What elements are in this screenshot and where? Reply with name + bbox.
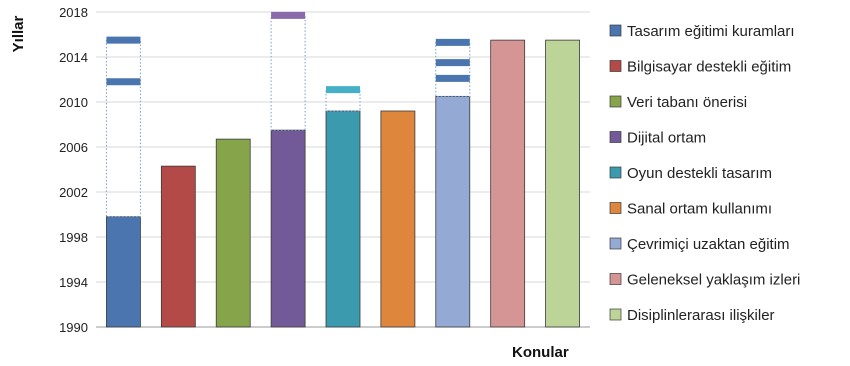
- year-marker: [271, 11, 306, 19]
- y-tick-label: 2018: [59, 5, 88, 20]
- bars: [105, 11, 580, 328]
- bar: [490, 39, 526, 328]
- legend: Tasarım eğitimi kuramları Bilgisayar dest…: [609, 23, 800, 324]
- extension-outline: [435, 41, 471, 97]
- legend-label: Veri tabanı önerisi: [627, 94, 747, 111]
- year-marker: [435, 74, 470, 82]
- legend-swatch: [609, 237, 622, 250]
- legend-label: Oyun destekli tasarım: [627, 165, 772, 182]
- y-tick-label: 1990: [59, 320, 88, 335]
- y-axis-ticks: 1990 1994 1998 2002 2006 2010 2014 2018: [59, 5, 88, 335]
- year-marker: [106, 78, 141, 86]
- bar: [380, 110, 416, 328]
- year-marker: [435, 38, 470, 46]
- year-marker: [435, 59, 470, 67]
- y-tick-label: 2006: [59, 140, 88, 155]
- bar: [325, 110, 361, 328]
- y-tick-label: 2014: [59, 50, 88, 65]
- year-marker: [326, 86, 360, 94]
- year-marker: [106, 36, 141, 44]
- legend-swatch: [609, 166, 622, 179]
- bar: [160, 165, 196, 328]
- legend-label: Tasarım eğitimi kuramları: [627, 23, 795, 40]
- legend-swatch: [609, 60, 622, 72]
- legend-swatch: [609, 95, 622, 108]
- legend-swatch: [609, 24, 622, 37]
- extension-outline: [105, 39, 141, 218]
- legend-label: Disiplinlerarası ilişkiler: [627, 307, 775, 324]
- y-tick-label: 2010: [59, 95, 88, 110]
- bar: [435, 95, 471, 328]
- y-tick-label: 1994: [59, 275, 88, 290]
- legend-swatch: [609, 202, 622, 214]
- bar: [545, 39, 580, 328]
- bar: [106, 216, 141, 328]
- legend-label: Sanal ortam kullanımı: [627, 201, 772, 218]
- legend-label: Çevrimiçi uzaktan eğitim: [627, 236, 790, 253]
- legend-swatch: [609, 131, 622, 143]
- y-tick-label: 1998: [59, 230, 88, 245]
- legend-swatch: [609, 273, 622, 285]
- legend-label: Dijital ortam: [627, 130, 706, 147]
- y-tick-label: 2002: [59, 185, 88, 200]
- bar: [215, 138, 251, 328]
- legend-label: Bilgisayar destekli eğitim: [627, 59, 791, 76]
- extension-outline: [270, 14, 306, 131]
- y-axis-title: Yıllar: [10, 15, 27, 52]
- legend-swatch: [609, 308, 622, 321]
- bar: [270, 129, 306, 328]
- x-axis-title: Konular: [512, 344, 569, 361]
- legend-label: Geleneksel yaklaşım izleri: [627, 272, 800, 289]
